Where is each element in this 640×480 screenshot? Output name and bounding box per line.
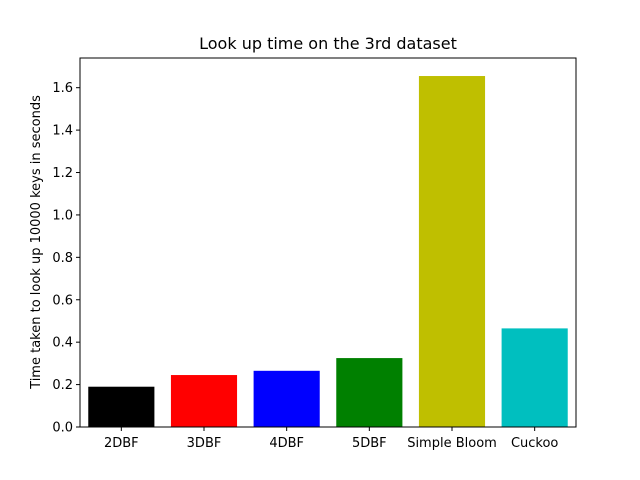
x-ticks-group: 2DBF 3DBF 4DBF 5DBF Simple Bloom Cuckoo — [104, 427, 558, 451]
bar-4dbf — [253, 370, 320, 427]
bar-cuckoo — [501, 328, 568, 427]
y-tick-label: 0.2 — [52, 378, 73, 393]
chart-title: Look up time on the 3rd dataset — [199, 34, 457, 53]
x-tick-label: 5DBF — [352, 436, 387, 451]
y-tick-label: 0.6 — [52, 293, 73, 308]
y-axis-label: Time taken to look up 10000 keys in seco… — [29, 95, 44, 390]
y-tick-label: 1.4 — [52, 124, 73, 139]
bar-simple-bloom — [418, 76, 486, 427]
x-tick-label: 4DBF — [269, 436, 304, 451]
bars-group — [88, 76, 568, 427]
y-ticks-group: 0.0 0.2 0.4 0.6 0.8 1.0 1.2 1.4 1.6 — [52, 81, 80, 436]
plot-area-frame — [79, 57, 577, 428]
y-tick-label: 0.4 — [52, 336, 73, 351]
x-tick-label: 2DBF — [104, 436, 139, 451]
x-tick-label: Cuckoo — [511, 436, 558, 451]
y-tick-label: 0.8 — [52, 251, 73, 266]
x-tick-label: 3DBF — [187, 436, 222, 451]
y-tick-label: 1.6 — [52, 81, 73, 96]
y-tick-label: 0.0 — [52, 421, 73, 436]
bar-5dbf — [336, 358, 403, 427]
bar-2dbf — [88, 386, 155, 427]
y-tick-label: 1.2 — [52, 166, 73, 181]
y-tick-label: 1.0 — [52, 208, 73, 223]
bar-3dbf — [170, 375, 238, 427]
x-tick-label: Simple Bloom — [407, 436, 497, 451]
